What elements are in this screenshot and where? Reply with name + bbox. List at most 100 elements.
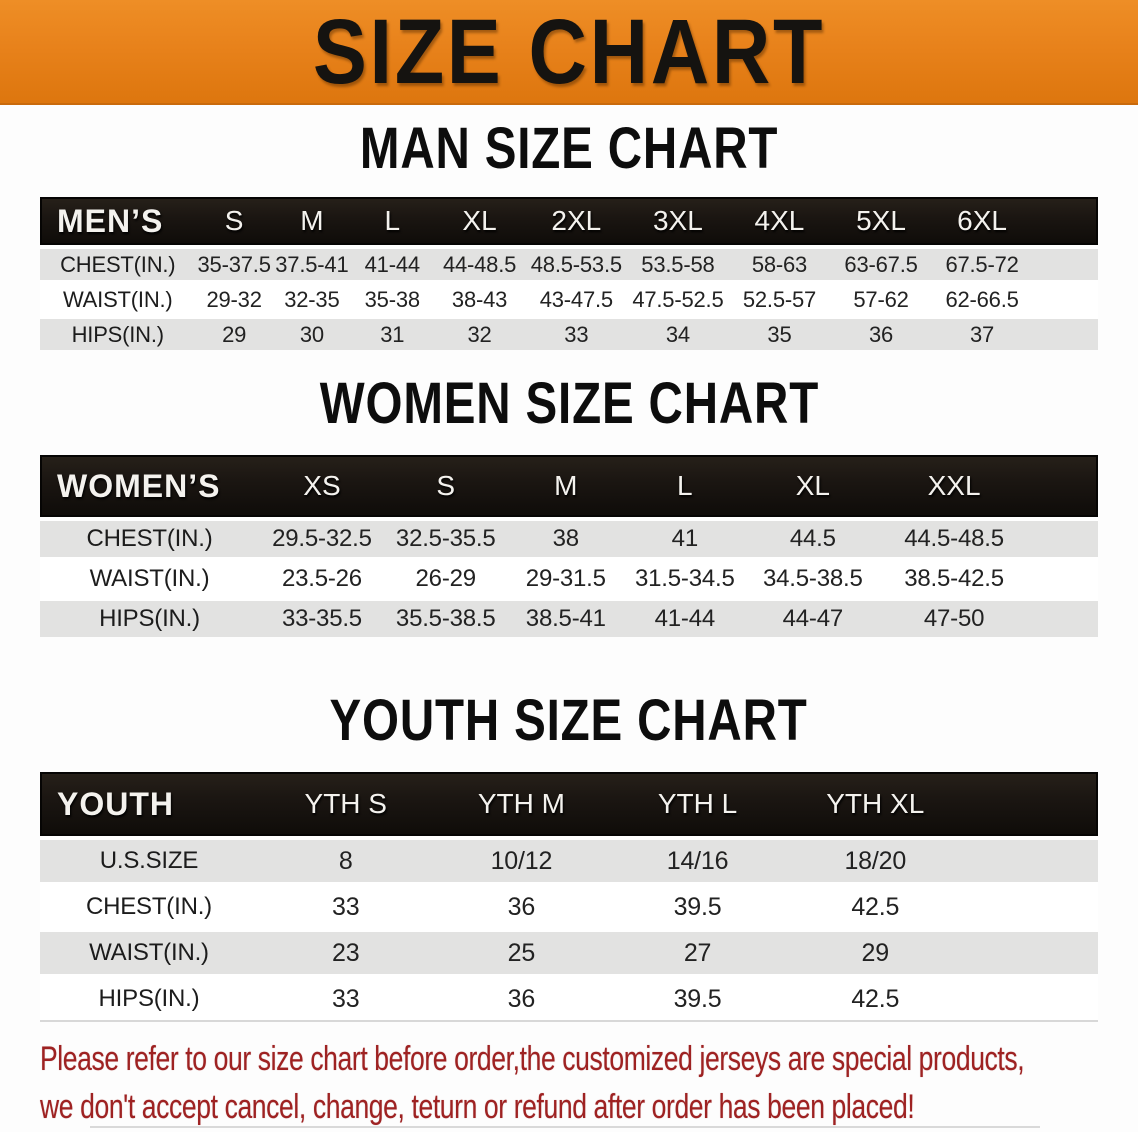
size-value-cell: 23 (257, 928, 434, 974)
row-label: CHEST(IN.) (40, 517, 260, 557)
size-value-cell: 29 (195, 315, 273, 350)
size-value-cell: 33 (257, 882, 434, 928)
size-value-cell: 33-35.5 (259, 597, 385, 637)
size-value-cell: 35 (728, 315, 831, 350)
size-value-cell: 67.5-72 (931, 245, 1033, 280)
size-value-cell: 29-31.5 (506, 557, 626, 597)
row-label: U.S.SIZE (40, 836, 258, 882)
size-value-cell: 62-66.5 (931, 280, 1033, 315)
size-value-cell: 37 (931, 315, 1033, 350)
man-section-heading-text: MAN SIZE CHART (359, 116, 779, 181)
size-value-cell: 35.5-38.5 (384, 597, 507, 637)
size-value-cell: 33 (525, 315, 628, 350)
column-header: YTH S (257, 772, 434, 836)
column-header: YTH L (609, 772, 786, 836)
header-row: WOMEN’S XS S M L XL XXL (40, 455, 1098, 517)
filler-cell (1027, 455, 1098, 517)
size-value-cell: 31.5-34.5 (625, 557, 745, 597)
size-value-cell: 27 (609, 928, 786, 974)
column-header: XL (744, 455, 882, 517)
column-header: S (195, 197, 273, 245)
size-value-cell: 23.5-26 (259, 557, 385, 597)
table-title-cell: YOUTH (40, 772, 258, 836)
row-label: HIPS(IN.) (40, 315, 196, 350)
table-row: CHEST(IN.) 35-37.5 37.5-41 41-44 44-48.5 48.5… (40, 245, 1098, 280)
size-value-cell: 29 (785, 928, 965, 974)
filler-cell (1032, 245, 1098, 280)
size-value-cell: 43-47.5 (525, 280, 628, 315)
disclaimer-line-2: we don't accept cancel, change, teturn o… (40, 1088, 915, 1126)
size-value-cell: 44-48.5 (433, 245, 526, 280)
size-value-cell: 53.5-58 (627, 245, 729, 280)
size-value-cell: 35-38 (351, 280, 434, 315)
row-label: HIPS(IN.) (40, 974, 258, 1022)
size-value-cell: 8 (257, 836, 434, 882)
womens-size-table: WOMEN’S XS S M L XL XXL CHEST(IN.) 29.5-32.5 32.5… (40, 455, 1098, 637)
size-value-cell: 33 (257, 974, 434, 1022)
women-section-heading: WOMEN SIZE CHART (0, 374, 1138, 434)
size-value-cell: 38-43 (433, 280, 526, 315)
header-row: MEN’S S M L XL 2XL 3XL 4XL 5XL 6XL (40, 197, 1098, 245)
size-value-cell: 29-32 (195, 280, 273, 315)
row-label: WAIST(IN.) (40, 280, 196, 315)
size-value-cell: 31 (351, 315, 434, 350)
table-row: WAIST(IN.) 29-32 32-35 35-38 38-43 43-47.5 47.… (40, 280, 1098, 315)
column-header: L (351, 197, 434, 245)
column-header: YTH XL (785, 772, 965, 836)
size-value-cell: 48.5-53.5 (525, 245, 628, 280)
row-label: WAIST(IN.) (40, 928, 258, 974)
size-value-cell: 38 (506, 517, 626, 557)
filler-cell (1027, 557, 1098, 597)
column-header: XS (259, 455, 385, 517)
filler-cell (1032, 280, 1098, 315)
filler-cell (964, 836, 1098, 882)
size-value-cell: 57-62 (830, 280, 932, 315)
women-section-heading-text: WOMEN SIZE CHART (319, 371, 819, 436)
size-value-cell: 39.5 (609, 974, 786, 1022)
size-value-cell: 38.5-42.5 (881, 557, 1028, 597)
size-value-cell: 18/20 (785, 836, 965, 882)
table-title-cell: WOMEN’S (40, 455, 260, 517)
header-row: YOUTH YTH S YTH M YTH L YTH XL (40, 772, 1098, 836)
column-header: S (384, 455, 507, 517)
size-value-cell: 44-47 (744, 597, 882, 637)
filler-cell (1032, 197, 1098, 245)
size-value-cell: 39.5 (609, 882, 786, 928)
size-value-cell: 38.5-41 (506, 597, 626, 637)
size-value-cell: 47-50 (881, 597, 1028, 637)
youth-section-heading: YOUTH SIZE CHART (0, 691, 1138, 751)
size-value-cell: 25 (433, 928, 610, 974)
row-label: WAIST(IN.) (40, 557, 260, 597)
column-header: YTH M (433, 772, 610, 836)
row-label: HIPS(IN.) (40, 597, 260, 637)
table-row: HIPS(IN.) 33 36 39.5 42.5 (40, 974, 1098, 1022)
filler-cell (964, 928, 1098, 974)
column-header: 3XL (627, 197, 729, 245)
size-value-cell: 14/16 (609, 836, 786, 882)
size-value-cell: 47.5-52.5 (627, 280, 729, 315)
size-value-cell: 41-44 (351, 245, 434, 280)
table-row: WAIST(IN.) 23 25 27 29 (40, 928, 1098, 974)
table-row: WAIST(IN.) 23.5-26 26-29 29-31.5 31.5-34.5 34… (40, 557, 1098, 597)
mens-size-table: MEN’S S M L XL 2XL 3XL 4XL 5XL 6XL CHEST(IN.) 35-37… (40, 197, 1098, 350)
size-value-cell: 36 (433, 974, 610, 1022)
filler-cell (964, 974, 1098, 1022)
filler-cell (1032, 315, 1098, 350)
size-value-cell: 37.5-41 (272, 245, 352, 280)
table-row: HIPS(IN.) 33-35.5 35.5-38.5 38.5-41 41-44 44-… (40, 597, 1098, 637)
size-value-cell: 58-63 (728, 245, 831, 280)
youth-section-heading-text: YOUTH SIZE CHART (329, 688, 809, 753)
page-title: SIZE CHART (312, 0, 826, 103)
size-value-cell: 32.5-35.5 (384, 517, 507, 557)
table-title-cell: MEN’S (40, 197, 196, 245)
filler-cell (1027, 597, 1098, 637)
size-value-cell: 36 (830, 315, 932, 350)
column-header: M (506, 455, 626, 517)
size-value-cell: 41-44 (625, 597, 745, 637)
size-value-cell: 32 (433, 315, 526, 350)
column-header: 2XL (525, 197, 628, 245)
table-row: CHEST(IN.) 33 36 39.5 42.5 (40, 882, 1098, 928)
column-header: M (272, 197, 352, 245)
column-header: 5XL (830, 197, 932, 245)
